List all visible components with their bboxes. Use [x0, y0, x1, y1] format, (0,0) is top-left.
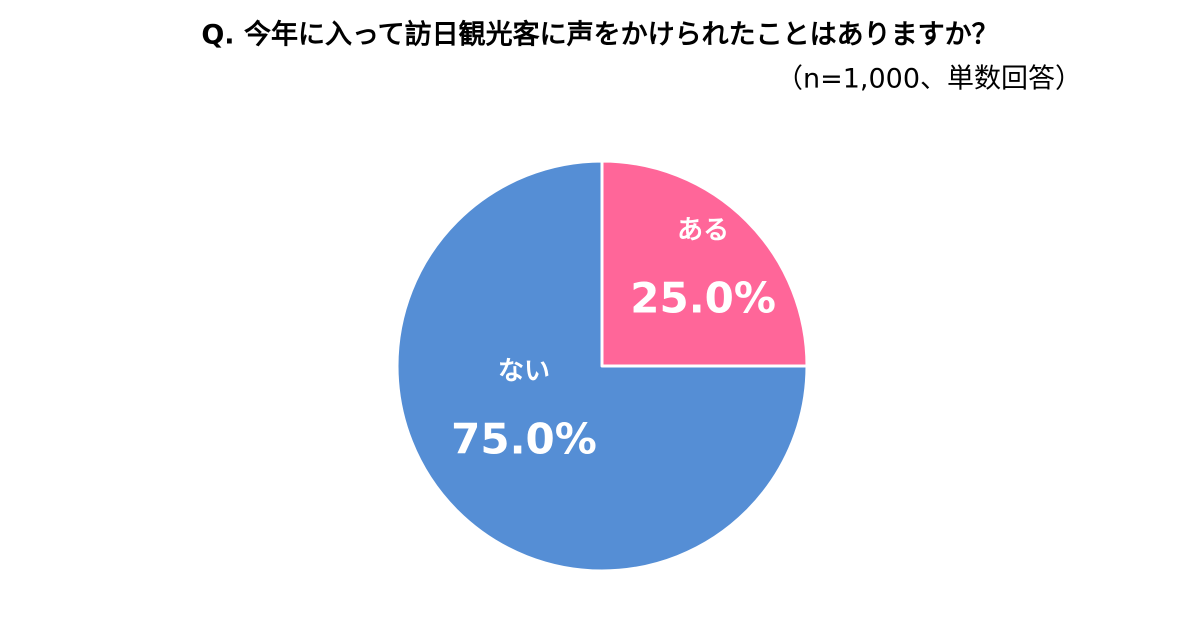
category-label: ある — [677, 215, 729, 245]
value-label: 75.0% — [451, 415, 597, 464]
pie-slice — [395, 159, 809, 573]
pie: ある 25.0% ない 75.0% — [395, 159, 809, 573]
value-label: 25.0% — [630, 273, 776, 322]
pie-slice — [600, 159, 809, 368]
category-label: ない — [498, 357, 550, 387]
chart-title: Q. 今年に入って訪日観光客に声をかけられたことはありますか？ — [201, 19, 998, 51]
chart-subtitle: （n=1,000、単数回答） — [776, 64, 1082, 95]
